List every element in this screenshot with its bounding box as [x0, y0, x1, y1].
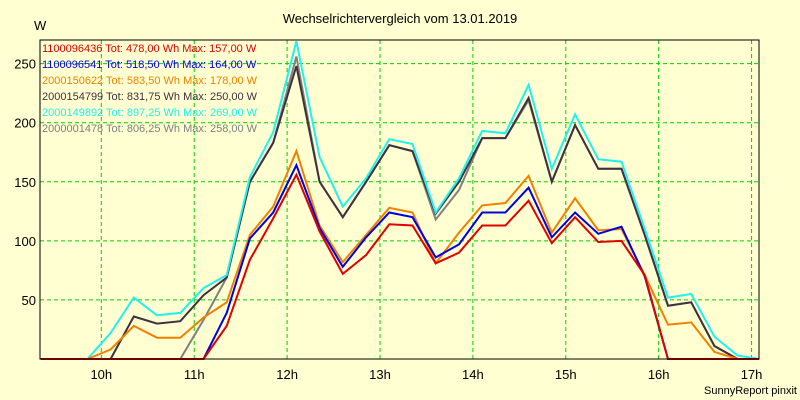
x-tick-label: 15h	[555, 367, 577, 382]
x-ticks: 10h 11h 12h 13h 14h 15h 16h 17h	[90, 367, 762, 382]
x-tick-label: 10h	[90, 367, 112, 382]
legend-entry-1100096436: 1100096436 Tot: 478,00 Wh Max: 157,00 W	[42, 43, 257, 55]
y-tick-label: 200	[14, 116, 36, 131]
legend-entry-2000154799: 2000154799 Tot: 831,75 Wh Max: 250,00 W	[42, 91, 258, 103]
series-line-2000154799	[40, 65, 759, 360]
series-lines	[40, 40, 760, 360]
y-tick-label: 250	[14, 57, 36, 72]
chart-title: Wechselrichtervergleich vom 13.01.2019	[283, 11, 518, 26]
x-tick-label: 14h	[462, 367, 484, 382]
series-line-1100096436	[40, 172, 759, 360]
legend-entry-2000001478: 2000001478 Tot: 806,25 Wh Max: 258,00 W	[42, 123, 258, 135]
gridlines	[40, 40, 759, 359]
series-line-2000149892	[64, 40, 760, 360]
y-tick-label: 100	[14, 234, 36, 249]
x-tick-label: 16h	[648, 367, 670, 382]
legend-entry-1100096541: 1100096541 Tot: 518,50 Wh Max: 164,00 W	[42, 59, 257, 71]
legend-entry-2000150622: 2000150622 Tot: 583,50 Wh Max: 178,00 W	[42, 75, 258, 87]
x-tick-label: 11h	[184, 367, 205, 382]
y-axis-label: W	[34, 18, 47, 33]
series-line-1100096541	[40, 162, 759, 360]
y-tick-label: 150	[14, 175, 36, 190]
legend: 1100096436 Tot: 478,00 Wh Max: 157,00 W 1…	[42, 43, 258, 135]
x-tick-label: 12h	[276, 367, 298, 382]
y-tick-label: 50	[22, 293, 36, 308]
x-tick-label: 17h	[741, 367, 763, 382]
footer-credit: SunnyReport pinxit	[704, 385, 797, 397]
y-ticks: 50 100 150 200 250	[14, 57, 36, 308]
legend-entry-2000149892: 2000149892 Tot: 897,25 Wh Max: 269,00 W	[42, 107, 258, 119]
plot-frame	[39, 39, 760, 360]
x-tick-label: 13h	[369, 367, 391, 382]
